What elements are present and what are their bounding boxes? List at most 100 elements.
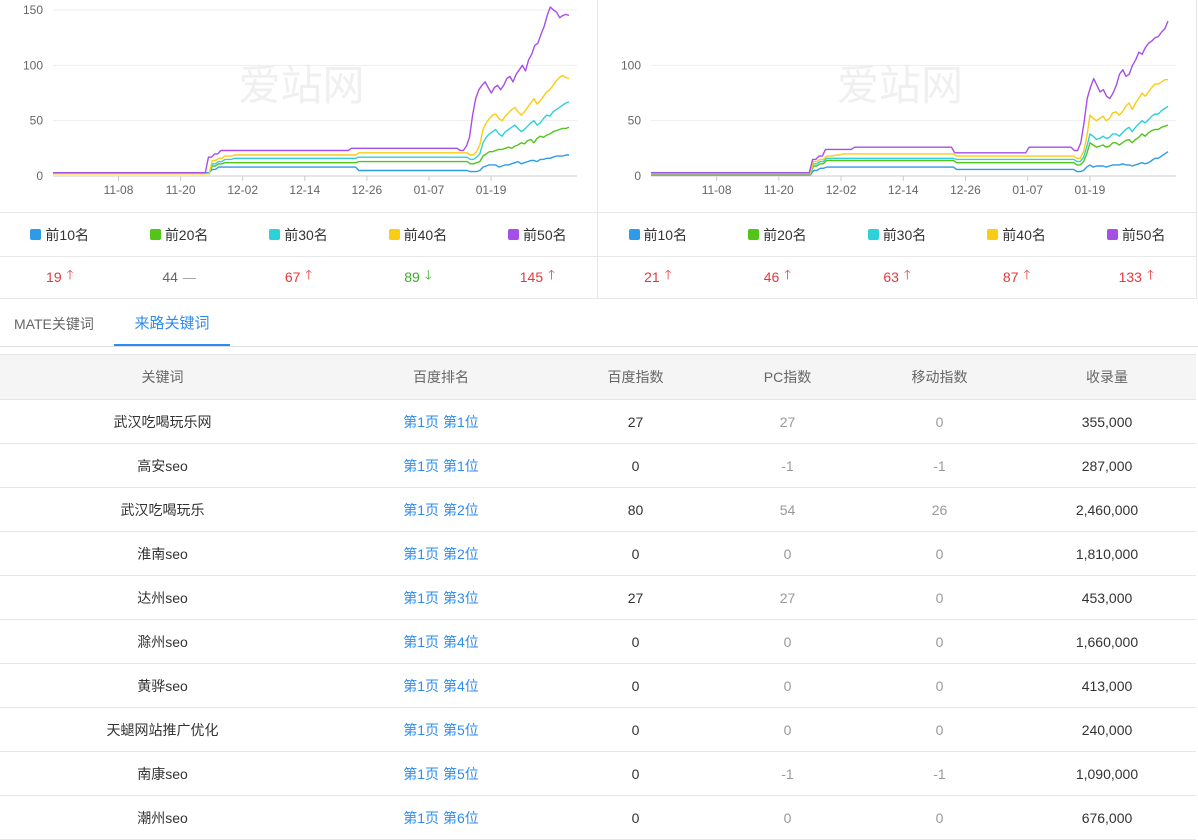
keyword-cell[interactable]: 武汉吃喝玩乐网	[0, 399, 325, 444]
col-mobile-index[interactable]: 移动指数	[861, 354, 1018, 400]
tab-source-keywords[interactable]: 来路关键词	[114, 302, 230, 346]
arrow-up-icon: 🡑	[1023, 267, 1031, 282]
rank-link[interactable]: 第1页 第5位	[325, 751, 557, 796]
col-baidu-index[interactable]: 百度指数	[557, 354, 714, 400]
legend-item-top40[interactable]: 前40名	[358, 213, 477, 256]
chart-panel-right: 爱站网 0 50 100 11-08 11-20 12-02 12-14 12-26 01-07 0…	[598, 0, 1197, 299]
keyword-cell[interactable]: 达州seo	[0, 575, 325, 620]
indexed-count-cell: 1,090,000	[1018, 751, 1196, 796]
legend-swatch	[1106, 229, 1118, 240]
summary-value: 46	[763, 269, 780, 285]
legend-label: 前20名	[763, 226, 807, 243]
table-row: 潮州seo 第1页 第6位 0 0 0 676,000	[0, 795, 1196, 840]
mobile-index-cell: 26	[861, 487, 1018, 532]
legend-label: 前40名	[403, 226, 448, 243]
rank-link[interactable]: 第1页 第2位	[325, 531, 557, 576]
legend-swatch	[269, 229, 281, 240]
arrow-down-icon: 🡓	[424, 267, 432, 282]
x-tick-label: 11-20	[764, 183, 794, 197]
x-tick-label: 12-14	[289, 183, 320, 197]
summary-value: 21	[644, 269, 660, 285]
indexed-count-cell: 1,810,000	[1018, 531, 1196, 576]
legend-item-top10[interactable]: 前10名	[0, 213, 119, 256]
legend-swatch	[628, 229, 640, 240]
indexed-count-cell: 413,000	[1018, 663, 1196, 708]
rank-link[interactable]: 第1页 第5位	[325, 707, 557, 752]
mobile-index-cell: 0	[861, 707, 1018, 752]
arrow-up-icon: 🡑	[305, 267, 313, 282]
rank-link[interactable]: 第1页 第3位	[325, 575, 557, 620]
summary-value: 19	[46, 269, 62, 285]
y-tick-label: 150	[23, 3, 43, 17]
ranking-line-chart-left: 爱站网 0 50 100 150 11-08 11-20 12-02 12-14 12-26 01-…	[23, 3, 577, 197]
col-baidu-rank[interactable]: 百度排名	[325, 354, 557, 400]
keyword-cell[interactable]: 潮州seo	[0, 795, 325, 840]
keyword-cell[interactable]: 南康seo	[0, 751, 325, 796]
series-line-5	[53, 6, 570, 174]
y-tick-label: 100	[621, 58, 641, 72]
legend-label: 前10名	[643, 226, 688, 243]
arrow-up-icon: 🡑	[903, 267, 911, 282]
legend-item-top30[interactable]: 前30名	[837, 213, 957, 256]
rank-link[interactable]: 第1页 第4位	[325, 663, 557, 708]
summary-top50: 145 🡑	[478, 256, 597, 298]
legend-item-top20[interactable]: 前20名	[718, 213, 838, 256]
rank-link[interactable]: 第1页 第1位	[325, 399, 557, 444]
summary-top40: 87 🡑	[957, 256, 1077, 298]
summary-top30: 63 🡑	[837, 256, 957, 298]
summary-value: 145	[519, 269, 544, 285]
summary-top20: 46 🡑	[718, 256, 838, 298]
table-row: 武汉吃喝玩乐 第1页 第2位 80 54 26 2,460,000	[0, 487, 1196, 532]
rank-link[interactable]: 第1页 第1位	[325, 443, 557, 488]
legend-item-top10[interactable]: 前10名	[598, 213, 718, 256]
tab-mate-keywords[interactable]: MATE关键词	[14, 316, 94, 332]
indexed-count-cell: 676,000	[1018, 795, 1196, 840]
col-keyword[interactable]: 关键词	[0, 354, 325, 400]
legend-item-top50[interactable]: 前50名	[1076, 213, 1196, 256]
col-indexed-count[interactable]: 收录量	[1018, 354, 1196, 400]
arrow-up-icon: 🡑	[548, 267, 555, 282]
summary-top10: 21 🡑	[598, 256, 718, 298]
pc-index-cell: 0	[714, 531, 861, 576]
rank-link[interactable]: 第1页 第2位	[325, 487, 557, 532]
legend-label: 前30名	[284, 226, 328, 243]
y-tick-label: 50	[628, 114, 642, 128]
x-tick-label: 01-19	[476, 183, 507, 197]
keyword-cell[interactable]: 高安seo	[0, 443, 325, 488]
summary-value: 89	[404, 269, 420, 285]
baidu-index-cell: 0	[557, 443, 714, 488]
keyword-cell[interactable]: 黄骅seo	[0, 663, 325, 708]
summary-top20: 44—	[119, 256, 238, 298]
mobile-index-cell: 0	[861, 531, 1018, 576]
legend-swatch	[987, 229, 999, 240]
x-tick-label: 12-02	[826, 183, 857, 197]
table-row: 南康seo 第1页 第5位 0 -1 -1 1,090,000	[0, 751, 1196, 796]
keyword-cell[interactable]: 武汉吃喝玩乐	[0, 487, 325, 532]
y-tick-label: 50	[30, 114, 44, 128]
pc-index-cell: 54	[714, 487, 861, 532]
summary-row-right: 21 🡑 46 🡑 63 🡑 87 🡑 133 🡑	[598, 256, 1196, 299]
legend-item-top50[interactable]: 前50名	[478, 213, 597, 256]
rank-link[interactable]: 第1页 第4位	[325, 619, 557, 664]
summary-top40: 89 🡓	[358, 256, 477, 298]
mobile-index-cell: -1	[861, 443, 1018, 488]
x-tick-label: 01-07	[414, 183, 445, 197]
keyword-cell[interactable]: 淮南seo	[0, 531, 325, 576]
mobile-index-cell: 0	[861, 575, 1018, 620]
chart-panel-left: 爱站网 0 50 100 150 11-08 11-20 12-02 12-14 12-26 01-…	[0, 0, 598, 299]
summary-value: 44	[162, 269, 178, 285]
watermark-text: 爱站网	[239, 61, 365, 110]
summary-top30: 67 🡑	[239, 256, 358, 298]
legend-item-top20[interactable]: 前20名	[119, 213, 238, 256]
rank-link[interactable]: 第1页 第6位	[325, 795, 557, 840]
y-tick-label: 100	[23, 58, 43, 72]
pc-index-cell: 0	[714, 707, 861, 752]
col-pc-index[interactable]: PC指数	[714, 354, 861, 400]
summary-value: 133	[1118, 269, 1142, 285]
keyword-cell[interactable]: 滁州seo	[0, 619, 325, 664]
baidu-index-cell: 0	[557, 663, 714, 708]
keyword-cell[interactable]: 天螁网站推广优化	[0, 707, 325, 752]
legend-item-top40[interactable]: 前40名	[957, 213, 1077, 256]
legend-item-top30[interactable]: 前30名	[239, 213, 358, 256]
legend-swatch	[748, 229, 760, 240]
